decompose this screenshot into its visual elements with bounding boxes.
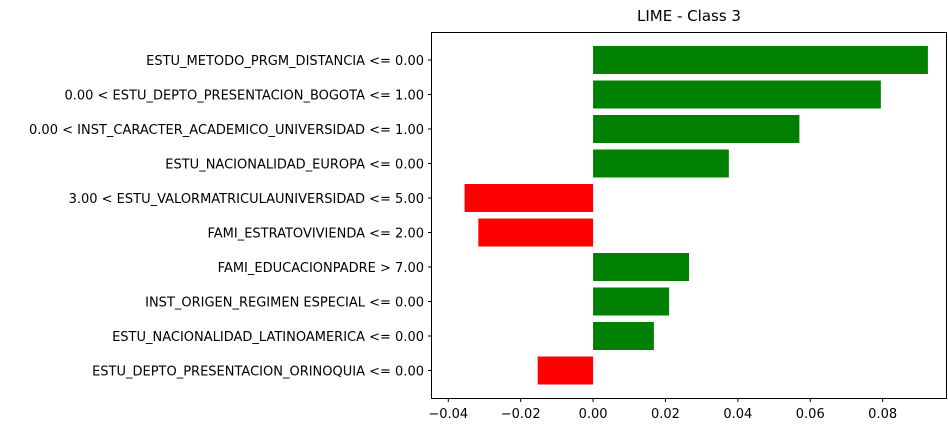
bar-8	[593, 322, 654, 350]
bars-group	[464, 46, 928, 385]
y-tick-label-0: ESTU_METODO_PRGM_DISTANCIA <= 0.00	[146, 54, 424, 69]
y-tick-label-5: FAMI_ESTRATOVIVIENDA <= 2.00	[207, 227, 424, 242]
y-tick-label-6: FAMI_EDUCACIONPADRE > 7.00	[218, 261, 424, 276]
x-tick-label-5: 0.06	[796, 407, 825, 422]
y-tick-label-3: ESTU_NACIONALIDAD_EUROPA <= 0.00	[165, 158, 424, 173]
bar-4	[464, 184, 594, 212]
y-tick-label-7: INST_ORIGEN_REGIMEN ESPECIAL <= 0.00	[145, 296, 424, 311]
y-tick-label-2: 0.00 < INST_CARACTER_ACADEMICO_UNIVERSID…	[29, 123, 424, 138]
plot-frame	[431, 32, 947, 399]
x-tick-label-3: 0.02	[651, 407, 680, 422]
y-tick-labels: ESTU_METODO_PRGM_DISTANCIA <= 0.00 0.00 <…	[29, 54, 432, 380]
x-tick-label-6: 0.08	[868, 407, 897, 422]
x-tick-label-4: 0.04	[723, 407, 752, 422]
bar-7	[593, 287, 670, 316]
y-tick-label-4: 3.00 < ESTU_VALORMATRICULAUNIVERSIDAD <=…	[69, 192, 424, 207]
bar-6	[593, 253, 689, 281]
x-tick-label-1: −0.02	[501, 407, 541, 422]
y-tick-label-1: 0.00 < ESTU_DEPTO_PRESENTACION_BOGOTA <=…	[64, 89, 424, 104]
chart-title: LIME - Class 3	[637, 7, 741, 25]
bar-9	[537, 356, 594, 385]
bar-0	[593, 46, 928, 74]
bar-2	[593, 115, 800, 143]
bar-5	[478, 218, 594, 247]
x-tick-label-0: −0.04	[428, 407, 468, 422]
x-tick-label-2: 0.00	[579, 407, 608, 422]
bar-1	[593, 80, 881, 109]
x-axis-ticks: −0.04 −0.02 0.00 0.02 0.04 0.06 0.08	[428, 398, 897, 422]
y-tick-label-9: ESTU_DEPTO_PRESENTACION_ORINOQUIA <= 0.0…	[92, 365, 424, 380]
bar-3	[593, 149, 729, 178]
y-tick-label-8: ESTU_NACIONALIDAD_LATINOAMERICA <= 0.00	[112, 330, 424, 345]
